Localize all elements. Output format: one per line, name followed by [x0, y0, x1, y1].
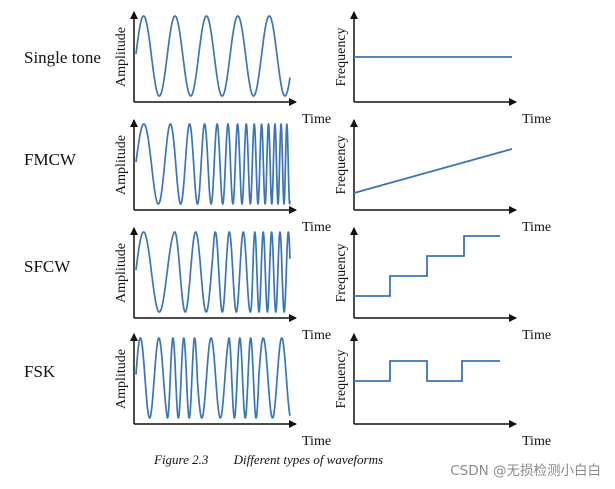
row-label-fmcw: FMCW [24, 150, 76, 169]
amplitude-plot-fsk: Amplitude Time [114, 333, 331, 449]
watermark: CSDN @无损检测小白白 [450, 463, 601, 479]
frequency-plot-sfcw: Frequency Time [334, 227, 551, 343]
amplitude-0-y-label: Amplitude [114, 27, 129, 87]
amplitude-plot-single-tone: Amplitude Time [114, 11, 331, 127]
amplitude-3-x-arrow [289, 420, 297, 428]
amplitude-3-y-label: Amplitude [114, 349, 129, 409]
amplitude-2-x-label: Time [302, 328, 331, 343]
frequency-2-x-label: Time [522, 328, 551, 343]
frequency-3-x-label: Time [522, 434, 551, 449]
figure-title: Different types of waveforms [233, 452, 384, 467]
amplitude-plot-sfcw: Amplitude Time [114, 227, 331, 343]
amplitude-signal-chirp [135, 123, 291, 205]
amplitude-1-x-label: Time [302, 220, 331, 235]
amplitude-0-y-arrow [130, 11, 138, 19]
row-label-single-tone: Single tone [24, 48, 101, 67]
figure-caption: Figure 2.3 Different types of waveforms [154, 452, 383, 468]
frequency-0-y-arrow [350, 11, 358, 19]
figure-number: Figure 2.3 [154, 452, 209, 467]
amplitude-signal-fsk [135, 337, 291, 419]
frequency-plot-fmcw: Frequency Time [334, 119, 551, 235]
row-label-sfcw: SFCW [24, 257, 71, 276]
frequency-curve-fsk [354, 360, 500, 382]
amplitude-1-x-arrow [289, 206, 297, 214]
row-label-fsk: FSK [24, 362, 56, 381]
frequency-2-y-label: Frequency [334, 243, 349, 302]
amplitude-plot-fmcw: Amplitude Time [114, 119, 331, 235]
amplitude-2-x-arrow [289, 314, 297, 322]
frequency-1-y-arrow [350, 119, 358, 127]
frequency-1-y-label: Frequency [334, 135, 349, 194]
frequency-3-x-arrow [509, 420, 517, 428]
amplitude-2-y-arrow [130, 227, 138, 235]
amplitude-3-y-arrow [130, 333, 138, 341]
amplitude-0-x-arrow [289, 98, 297, 106]
frequency-2-y-arrow [350, 227, 358, 235]
frequency-3-y-arrow [350, 333, 358, 341]
amplitude-1-y-label: Amplitude [114, 135, 129, 195]
amplitude-0-x-label: Time [302, 112, 331, 127]
amplitude-signal-sine [135, 15, 291, 97]
frequency-2-x-arrow [509, 314, 517, 322]
amplitude-2-y-label: Amplitude [114, 243, 129, 303]
amplitude-1-y-arrow [130, 119, 138, 127]
frequency-0-x-label: Time [522, 112, 551, 127]
frequency-0-y-label: Frequency [334, 27, 349, 86]
frequency-3-y-label: Frequency [334, 349, 349, 408]
frequency-0-x-arrow [509, 98, 517, 106]
frequency-curve-steps [354, 235, 500, 297]
amplitude-signal-stepped [135, 231, 291, 313]
frequency-plot-fsk: Frequency Time [334, 333, 551, 449]
frequency-1-x-arrow [509, 206, 517, 214]
frequency-curve-ramp [353, 148, 513, 194]
frequency-plot-single-tone: Frequency Time [334, 11, 551, 127]
frequency-1-x-label: Time [522, 220, 551, 235]
amplitude-3-x-label: Time [302, 434, 331, 449]
